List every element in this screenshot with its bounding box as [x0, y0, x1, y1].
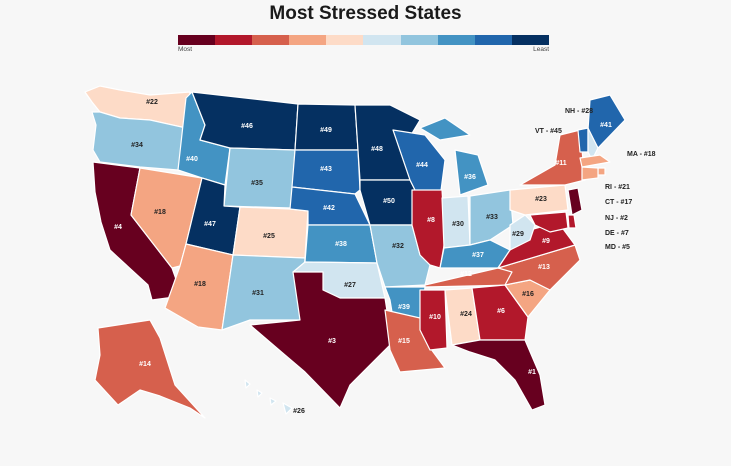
- state-callout-label: VT - #45: [535, 128, 562, 135]
- state-vt[interactable]: [577, 127, 589, 153]
- map-title: Most Stressed States: [269, 3, 462, 24]
- state-rank-label-nd: #49: [320, 127, 332, 134]
- legend-swatch: [511, 35, 549, 45]
- state-callout-label: NJ - #2: [605, 215, 628, 222]
- legend-color-bar: [178, 35, 549, 45]
- state-hi[interactable]: [244, 379, 293, 415]
- state-rank-label-il: #8: [427, 217, 435, 224]
- legend-swatch: [252, 35, 290, 45]
- color-legend: Most Least: [178, 35, 549, 53]
- state-rank-label-id: #40: [186, 156, 198, 163]
- state-tx[interactable]: [249, 271, 393, 409]
- state-rank-label-in: #30: [452, 221, 464, 228]
- state-md[interactable]: [529, 211, 569, 233]
- state-callout-label: CT - #17: [605, 199, 633, 206]
- state-rank-label-ok: #27: [344, 282, 356, 289]
- state-rank-label-nc: #13: [538, 264, 550, 271]
- state-pa[interactable]: [509, 184, 569, 216]
- state-callout-label: DE - #7: [605, 230, 629, 237]
- state-mt[interactable]: [191, 91, 299, 151]
- state-de[interactable]: [567, 214, 577, 229]
- state-rank-label-ut: #47: [204, 221, 216, 228]
- state-rank-label-ca: #4: [114, 224, 122, 231]
- state-rank-label-mo: #32: [392, 243, 404, 250]
- legend-swatch: [363, 35, 401, 45]
- state-rank-label-mi: #36: [464, 174, 476, 181]
- legend-swatch: [326, 35, 364, 45]
- state-rank-label-mt: #46: [241, 123, 253, 130]
- state-ny[interactable]: [519, 129, 586, 186]
- legend-swatch: [178, 35, 216, 45]
- state-fl[interactable]: [451, 339, 546, 411]
- state-rank-label-ga: #6: [497, 308, 505, 315]
- state-nm[interactable]: [221, 254, 306, 331]
- state-wv[interactable]: [509, 214, 536, 251]
- state-rank-label-me: #41: [600, 122, 612, 129]
- state-rank-label-sc: #16: [522, 291, 534, 298]
- legend-least-label: Least: [533, 46, 549, 53]
- state-rank-label-ms: #10: [429, 314, 441, 321]
- state-rank-label-ak: #14: [139, 361, 151, 368]
- legend-swatch: [400, 35, 438, 45]
- legend-swatch: [289, 35, 327, 45]
- state-rank-label-tx: #3: [328, 338, 336, 345]
- state-rank-label-la: #15: [398, 338, 410, 345]
- state-rank-label-fl: #1: [528, 369, 536, 376]
- legend-swatch: [474, 35, 512, 45]
- state-rank-label-ks: #38: [335, 241, 347, 248]
- state-rank-label-nv: #18: [154, 209, 166, 216]
- state-ct[interactable]: [581, 166, 599, 181]
- state-wy[interactable]: [223, 147, 296, 209]
- state-mi[interactable]: [419, 117, 489, 196]
- legend-swatch: [437, 35, 475, 45]
- state-rank-label-oh: #33: [486, 214, 498, 221]
- state-rank-label-nm: #31: [252, 290, 264, 297]
- state-rank-label-al: #24: [460, 311, 472, 318]
- state-nc[interactable]: [497, 244, 581, 291]
- legend-most-label: Most: [178, 46, 193, 53]
- state-rank-label-co: #25: [263, 233, 275, 240]
- state-rank-label-ky: #37: [472, 252, 484, 259]
- state-rank-label-wi: #44: [416, 162, 428, 169]
- state-rank-label-wa: #22: [146, 99, 158, 106]
- state-rank-label-wy: #35: [251, 180, 263, 187]
- state-rank-label-pa: #23: [535, 196, 547, 203]
- state-ga[interactable]: [471, 284, 529, 341]
- state-rank-label-ar: #39: [398, 304, 410, 311]
- state-ma[interactable]: [579, 154, 611, 168]
- state-callout-label: RI - #21: [605, 184, 630, 191]
- state-co[interactable]: [232, 206, 309, 259]
- state-rank-label-ne: #42: [323, 205, 335, 212]
- state-rank-label-tn: #12: [460, 271, 472, 278]
- state-rank-label-ny: #11: [555, 160, 566, 167]
- state-rank-label-sd: #43: [320, 166, 332, 173]
- state-ms[interactable]: [419, 289, 448, 351]
- state-rank-label-mn: #48: [371, 146, 383, 153]
- state-ri[interactable]: [597, 167, 606, 176]
- state-rank-label-va: #9: [542, 238, 550, 245]
- state-callout-label: MA - #18: [627, 151, 656, 158]
- state-rank-label-wv: #29: [512, 231, 524, 238]
- state-rank-label-ia: #50: [383, 198, 395, 205]
- state-oh[interactable]: [469, 189, 514, 246]
- state-ak[interactable]: [94, 319, 206, 419]
- state-rank-label-hi: #26: [293, 408, 305, 415]
- state-callout-label: NH - #28: [565, 108, 594, 115]
- state-callout-label: MD - #5: [605, 244, 630, 251]
- state-sd[interactable]: [291, 149, 361, 195]
- state-me[interactable]: [587, 94, 626, 149]
- state-rank-label-az: #18: [194, 281, 206, 288]
- state-nj[interactable]: [567, 187, 583, 216]
- state-rank-label-or: #34: [131, 142, 143, 149]
- legend-swatch: [215, 35, 253, 45]
